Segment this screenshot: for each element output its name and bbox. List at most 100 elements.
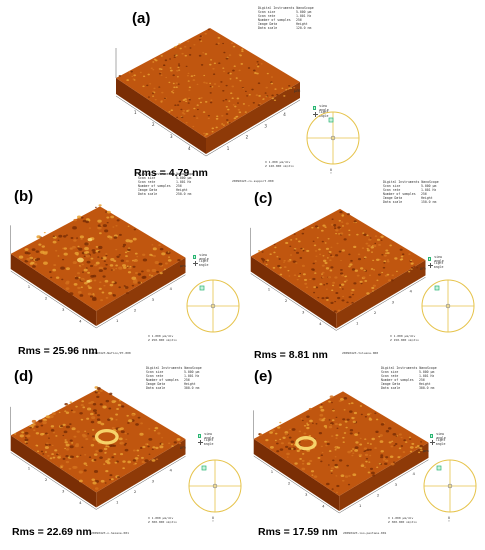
surface-grain [399, 248, 403, 251]
surface-grain [136, 449, 140, 452]
surface-grain [69, 423, 72, 426]
light-angle-icon[interactable] [313, 111, 318, 117]
surface-grain [50, 276, 53, 279]
surface-grain [103, 260, 106, 262]
surface-grain [91, 249, 96, 252]
view-angle-icon[interactable] [428, 257, 432, 261]
surface-grain [34, 258, 39, 262]
y-tick-label: 2 [134, 489, 137, 494]
surface-grain [196, 108, 199, 111]
surface-grain [341, 299, 345, 302]
surface-grain [168, 81, 171, 84]
angle-dial[interactable] [303, 108, 363, 168]
surface-grain [127, 225, 130, 227]
angle-dial[interactable] [183, 276, 243, 336]
surface-grain [112, 294, 116, 297]
surface-grain [52, 268, 57, 272]
surface-grain [393, 444, 396, 447]
surface-grain [359, 443, 363, 446]
surface-grain [334, 465, 339, 469]
surface-grain [89, 295, 94, 298]
surface-grain [365, 457, 369, 460]
surface-grain [411, 442, 415, 445]
surface-grain [35, 250, 40, 253]
surface-grain [106, 210, 111, 214]
surface-grain [123, 443, 127, 446]
surface-grain [115, 224, 118, 227]
surface-grain [403, 439, 407, 442]
surface-grain [308, 434, 312, 437]
surface-grain [217, 85, 221, 87]
angle-dial[interactable] [420, 456, 480, 516]
surface-grain [338, 459, 343, 462]
surface-grain [180, 108, 183, 111]
light-angle-icon[interactable] [198, 439, 203, 445]
scale-readout: X 1.000 µm/div Z 300.000 nm/div [148, 516, 177, 524]
surface-grain [87, 292, 92, 296]
light-angle-icon[interactable] [193, 260, 198, 266]
surface-grain [131, 75, 134, 78]
surface-grain [76, 253, 79, 256]
surface-grain [330, 246, 333, 248]
surface-grain [357, 432, 360, 434]
surface-grain [92, 481, 97, 485]
surface-grain [102, 275, 106, 278]
surface-grain [324, 226, 327, 229]
surface-grain [419, 444, 423, 448]
surface-grain [210, 59, 213, 61]
surface-grain [337, 226, 341, 229]
surface-grain [25, 442, 28, 445]
surface-grain [111, 281, 115, 284]
surface-grain [116, 255, 120, 258]
surface-grain [339, 232, 344, 235]
surface-grain [316, 226, 320, 229]
surface-grain [368, 274, 372, 277]
surface-grain [38, 243, 42, 246]
surface-grain [363, 447, 368, 450]
surface-grain [188, 98, 191, 101]
surface-grain [285, 241, 289, 245]
surface-grain [211, 131, 214, 133]
surface-grain [97, 414, 101, 417]
scale-readout: X 1.000 µm/div Z 120.000 nm/div [265, 160, 294, 168]
surface-grain [198, 97, 201, 100]
light-angle-icon[interactable] [428, 262, 433, 268]
view-angle-icon[interactable] [193, 255, 197, 259]
y-tick-label: 4 [283, 112, 286, 117]
view-angle-icon[interactable] [198, 434, 202, 438]
angle-dial[interactable] [185, 456, 245, 516]
surface-grain [94, 391, 99, 394]
surface-grain [74, 275, 77, 278]
surface-grain [303, 424, 307, 427]
surface-grain [348, 474, 351, 477]
surface-grain [331, 255, 335, 258]
surface-grain [92, 251, 96, 254]
surface-grain [330, 223, 334, 226]
surface-grain [256, 72, 259, 75]
surface-grain [168, 442, 171, 445]
surface-grain [48, 271, 52, 273]
scan-parameters: Digital Instruments NanoScope Scan size 5… [383, 180, 439, 204]
surface-grain [228, 54, 232, 56]
view-angle-icon[interactable] [430, 434, 434, 438]
surface-grain [370, 246, 375, 249]
view-angle-icon[interactable] [313, 106, 317, 110]
surface-grain [77, 291, 82, 294]
surface-grain [231, 97, 234, 99]
surface-grain [90, 257, 94, 260]
angle-dial[interactable] [418, 276, 478, 336]
surface-grain [97, 387, 101, 390]
y-tick-label: 3 [152, 478, 155, 483]
surface-grain [118, 286, 121, 289]
surface-grain [189, 47, 192, 49]
surface-grain [360, 464, 365, 467]
surface-grain [271, 429, 275, 432]
light-angle-icon[interactable] [430, 439, 435, 445]
surface-grain [324, 261, 328, 265]
surface-grain [176, 76, 179, 78]
surface-grain [313, 244, 317, 247]
surface-grain [79, 265, 82, 268]
surface-grain [309, 419, 313, 423]
surface-grain [366, 234, 369, 237]
surface-grain [295, 238, 298, 240]
